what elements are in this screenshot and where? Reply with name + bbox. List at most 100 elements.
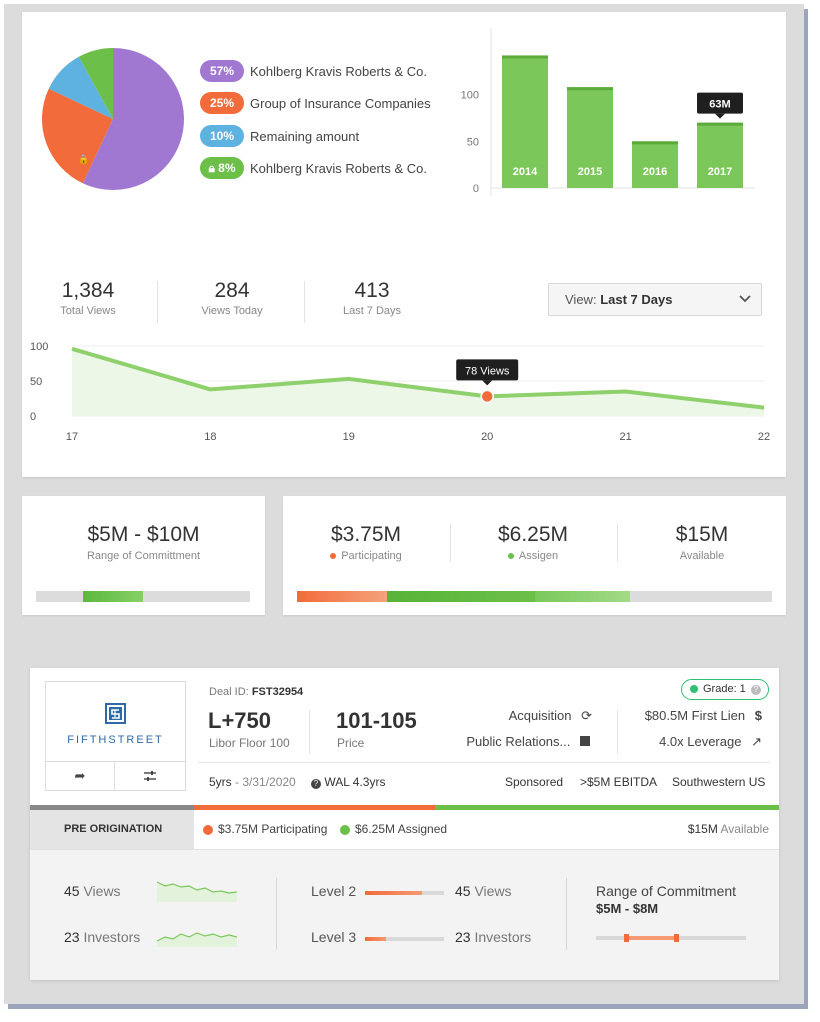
term-date: - 3/31/2020 [235,775,296,789]
assigned-summary: $6.25M Assigned [340,822,447,836]
commitment-range: $5M - $10M Range of Committment [22,523,265,562]
row-divider [198,762,770,763]
bar-chart: 100 50 0 2014 2015 2016 2017 63M [461,28,755,196]
view-select-prefix: View: [565,292,597,307]
stat-total-views: 1,384 Total Views [46,279,130,317]
x-tick-label: 18 [204,431,216,443]
divider [566,878,567,950]
level3-label: Level 3 [311,929,357,945]
views-today-label: Views Today [201,305,263,317]
allocation-bar [297,591,772,602]
green-dot [340,824,350,835]
y-tick-label: 0 [30,411,36,423]
legend-percent: 🔒︎ 8% [200,157,244,179]
tab-pre-origination[interactable]: PRE ORIGINATION [30,810,194,849]
bar-cap-2017 [697,122,743,126]
question-icon: ? [311,779,321,789]
participating-label-row: Participating [301,550,431,562]
level2-number: 45 [455,883,471,899]
bar-2016 [632,141,678,188]
price-label: Price [337,736,365,750]
orange-dot [203,824,213,835]
bar-2017 [697,122,743,188]
building-icon [580,736,590,746]
view-range-select[interactable]: View: Last 7 Days [548,283,762,316]
pie-lock-icon: 🔒 [78,154,90,164]
allocation-bar-participating [297,591,388,602]
range-handle-min[interactable] [624,934,629,942]
assigned-label-row: Assigen [468,550,598,562]
level3-bar-fill [365,937,387,941]
y-tick-label: 100 [461,90,479,102]
term: 5yrs - 3/31/2020 [209,775,296,789]
stat-last-7-days: 413 Last 7 Days [330,279,414,317]
level2-bar [365,891,444,895]
last-7-days-label: Last 7 Days [342,305,402,317]
range-slider-fill [627,936,676,940]
level2-unit: Views [474,883,512,899]
participating-summary: $3.75M Participating [203,822,327,836]
industry-label: Public Relations... [466,734,571,749]
acquisition-icon: ⟳ [581,708,592,723]
leverage: 4.0x Leverage ↗ [659,734,762,750]
participating-label: Participating [341,550,402,562]
level2-label: Level 2 [311,883,357,899]
deal-investors-label: Investors [83,929,141,945]
deal-status-stripe [30,805,779,810]
range-of-commitment-label: Range of Commitment [596,883,737,899]
views-highlight-point [480,389,494,404]
participating-amount-block: $3.75M Participating [301,523,431,562]
deal-views-label: Views [83,883,121,899]
bar-2015 [567,87,613,188]
total-views-label: Total Views [60,305,116,317]
rate-sub: Libor Floor 100 [209,736,290,750]
help-icon[interactable]: ? [750,685,761,695]
deal-views: 45 Views [64,883,121,899]
commitment-amount: $5M - $10M [87,523,200,546]
term-years: 5yrs [209,775,232,789]
trend-icon: ↗ [751,734,762,749]
pie-slice-3 [78,48,113,119]
commitment-card: $5M - $10M Range of Committment [22,496,265,615]
views-line [71,346,765,410]
investors-sparkline [157,932,237,947]
level3-bar [365,937,444,941]
range-slider[interactable] [596,934,746,942]
deal-id-label: Deal ID: [209,686,249,698]
tag-region: Southwestern US [672,775,766,789]
green-dot [507,553,514,560]
available-label: Available [679,550,725,562]
level3-number: 23 [455,929,471,945]
bar-cap-2016 [632,141,678,145]
legend-item: 57% Kohlberg Kravis Roberts & Co. [200,60,427,82]
filter-settings-button[interactable] [115,762,186,791]
bar-label-2016: 2016 [643,166,667,178]
rate: L+750 [208,708,271,733]
level3-value: 23 Investors [455,929,531,945]
available-amount: $15M [675,523,729,546]
share-icon: ➦ [74,768,86,783]
sliders-icon [144,771,156,781]
pie-chart [41,48,184,190]
level2-bar-fill [365,891,422,895]
x-tick-label: 21 [619,431,631,443]
participating-amount: $3.75M [330,523,402,546]
assigned-label: Assigen [518,550,559,562]
share-button[interactable]: ➦ [45,762,115,791]
y-tick-label: 50 [30,376,42,388]
bar-cap-2015 [567,87,613,91]
available-summary-amount: $15M [687,822,718,836]
tag-ebitda: >$5M EBITDA [580,775,658,789]
chevron-down-icon [739,284,751,327]
bar-label-2015: 2015 [578,166,602,178]
legend-percent: 10% [200,125,244,147]
legend-label: Kohlberg Kravis Roberts & Co. [250,160,428,176]
allocation-bar-assigned [387,591,535,602]
pie-slice-2 [48,56,113,119]
wal: ? WAL 4.3yrs [311,775,385,789]
deal-id-value: FST32954 [251,686,304,698]
range-handle-max[interactable] [674,934,679,942]
stripe-gray [30,805,194,810]
stat-views-today: 284 Views Today [186,279,278,317]
divider [157,281,158,323]
